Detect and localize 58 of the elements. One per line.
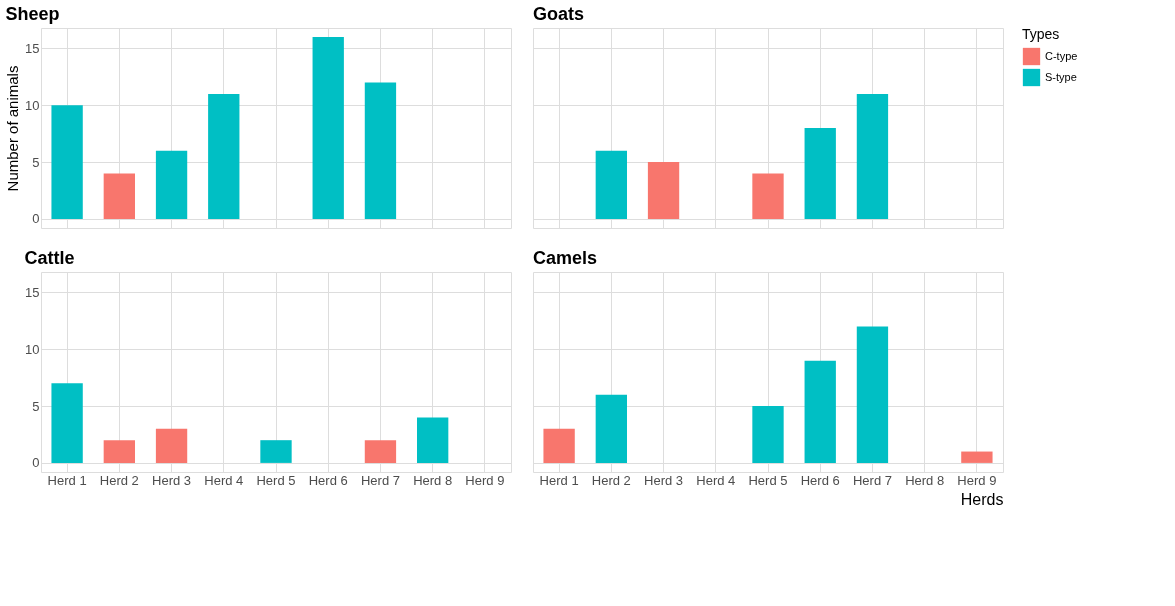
bar (417, 417, 449, 463)
x-tick-label: Herd 6 (800, 472, 840, 488)
bar (804, 360, 836, 463)
x-tick-label: Herd 5 (256, 472, 296, 488)
x-tick-label: Herd 8 (413, 472, 453, 488)
bar (103, 173, 135, 219)
x-tick-label: Herd 1 (539, 472, 579, 488)
x-tick-label: Herd 6 (308, 472, 348, 488)
y-tick-label: 15 (25, 284, 40, 300)
x-tick-label: Herd 3 (644, 472, 684, 488)
y-tick-label: 5 (32, 398, 40, 414)
x-tick-label: Herd 7 (360, 472, 400, 488)
bar (155, 428, 188, 463)
bar (856, 326, 889, 463)
x-tick-label: Herd 3 (152, 472, 192, 488)
bar (364, 440, 397, 463)
x-tick-label: Herd 2 (591, 472, 631, 488)
x-axis-title: Herds (960, 490, 1004, 508)
y-tick-label: 15 (25, 40, 40, 56)
bar (51, 105, 83, 219)
x-tick-label: Herd 5 (748, 472, 788, 488)
bar (155, 150, 188, 219)
bar (51, 383, 83, 463)
chart-title: Goats (533, 4, 585, 24)
x-tick-label: Herd 4 (696, 472, 736, 488)
x-tick-label: Herd 1 (47, 472, 87, 488)
bar (103, 440, 135, 463)
bar (856, 93, 889, 219)
chart-title: Camels (533, 248, 598, 268)
x-tick-label: Herd 9 (465, 472, 505, 488)
bar (752, 173, 784, 219)
legend-label: S-type (1045, 70, 1077, 83)
bar (804, 128, 836, 219)
y-tick-label: 10 (25, 341, 40, 357)
x-tick-label: Herd 2 (99, 472, 139, 488)
bar (647, 162, 680, 219)
x-tick-label: Herd 9 (957, 472, 997, 488)
bar (595, 150, 627, 219)
legend-label: C-type (1045, 49, 1078, 62)
bar (961, 451, 993, 463)
bar (364, 82, 397, 219)
y-tick-label: 0 (32, 455, 40, 471)
x-tick-label: Herd 7 (852, 472, 892, 488)
legend-title: Types (1022, 26, 1060, 42)
bar (208, 93, 240, 219)
chart-title: Cattle (24, 248, 75, 268)
y-axis-title: Number of animals (4, 65, 22, 192)
x-tick-label: Herd 4 (204, 472, 244, 488)
bar (260, 440, 292, 463)
y-tick-label: 10 (25, 97, 40, 113)
y-tick-label: 5 (32, 154, 40, 170)
bar (543, 428, 575, 463)
bar (752, 406, 784, 463)
chart-title: Sheep (5, 4, 60, 24)
y-tick-label: 0 (32, 211, 40, 227)
bar (312, 37, 344, 219)
x-tick-label: Herd 8 (905, 472, 945, 488)
bar (595, 394, 627, 463)
